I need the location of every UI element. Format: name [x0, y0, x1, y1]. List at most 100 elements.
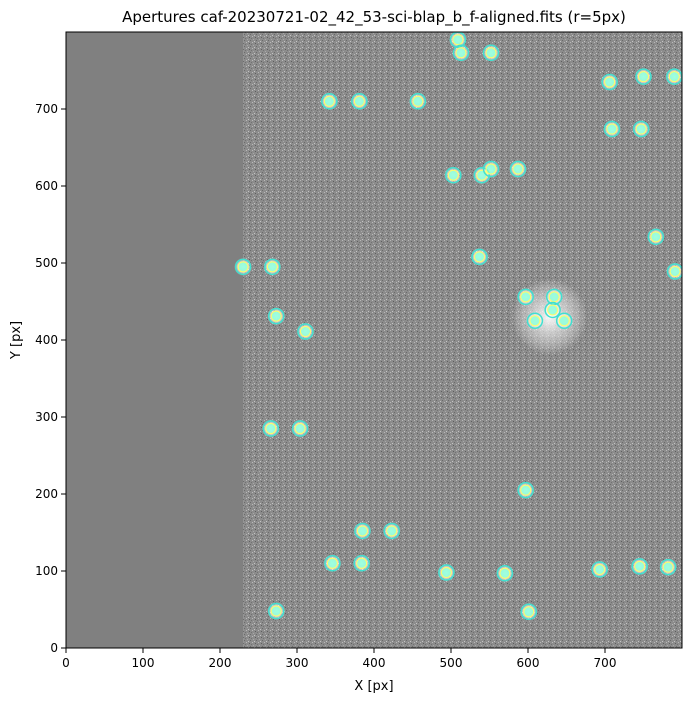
aperture-marker — [297, 323, 314, 340]
aperture-core — [669, 265, 681, 277]
aperture-marker — [509, 160, 527, 178]
aperture-marker — [603, 120, 621, 138]
aperture-ring — [526, 312, 544, 329]
aperture-ring — [445, 166, 462, 184]
aperture-ring — [635, 68, 652, 85]
aperture-marker — [482, 160, 500, 178]
y-tick-label: 700 — [35, 102, 58, 116]
aperture-core — [270, 605, 282, 617]
aperture-ring — [291, 420, 309, 437]
y-axis: 0 100 200 300 400 500 600 700 — [35, 102, 66, 655]
aperture-ring — [438, 564, 455, 581]
aperture-ring — [452, 44, 470, 62]
aperture-marker — [666, 263, 682, 280]
x-axis-label: X [px] — [354, 679, 393, 694]
aperture-ring — [267, 602, 285, 620]
aperture-core — [529, 315, 541, 327]
x-tick-label: 400 — [363, 656, 386, 670]
aperture-core — [326, 557, 338, 569]
aperture-ring — [234, 258, 252, 276]
aperture-ring — [482, 160, 500, 178]
aperture-marker — [353, 555, 370, 572]
aperture-ring — [471, 248, 488, 266]
aperture-marker — [445, 166, 462, 184]
aperture-marker — [517, 481, 534, 499]
aperture-ring — [545, 288, 563, 306]
aperture-core — [452, 34, 464, 46]
aperture-ring — [496, 565, 514, 582]
aperture-ring — [555, 312, 573, 329]
aperture-core — [668, 71, 680, 83]
aperture-core — [547, 304, 559, 316]
aperture-marker — [452, 44, 470, 62]
aperture-core — [356, 557, 368, 569]
aperture-core — [548, 291, 560, 303]
aperture-ring — [262, 420, 280, 437]
aperture-core — [606, 123, 618, 135]
aperture-ring — [297, 323, 314, 340]
aperture-core — [512, 163, 524, 175]
aperture-core — [604, 76, 616, 88]
aperture-ring — [509, 160, 527, 178]
aperture-marker — [321, 93, 338, 110]
aperture-core — [356, 525, 368, 537]
y-tick-label: 200 — [35, 487, 58, 501]
x-tick-label: 700 — [594, 656, 617, 670]
aperture-marker — [601, 73, 618, 91]
aperture-core — [294, 423, 306, 435]
aperture-marker — [267, 307, 285, 325]
aperture-ring — [321, 93, 338, 110]
aperture-marker — [496, 565, 514, 582]
aperture-core — [638, 71, 649, 83]
aperture-ring — [264, 258, 281, 276]
aperture-marker — [591, 561, 608, 578]
y-tick-label: 300 — [35, 410, 58, 424]
y-axis-label: Y [px] — [9, 321, 24, 360]
aperture-marker — [324, 555, 341, 572]
aperture-marker — [555, 312, 573, 329]
aperture-core — [270, 310, 282, 322]
aperture-core — [386, 525, 398, 537]
aperture-ring — [544, 301, 561, 319]
x-tick-label: 500 — [440, 656, 463, 670]
aperture-ring — [603, 120, 621, 138]
aperture-ring — [324, 555, 341, 572]
aperture-marker — [520, 603, 538, 621]
aperture-marker — [635, 68, 652, 85]
aperture-core — [412, 95, 424, 107]
x-tick-label: 600 — [517, 656, 540, 670]
aperture-core — [473, 251, 485, 263]
chart-title: Apertures caf-20230721-02_42_53-sci-blap… — [122, 8, 626, 27]
plot-area — [66, 32, 682, 648]
aperture-ring — [517, 481, 534, 499]
stars-layer — [234, 32, 682, 621]
aperture-core — [594, 563, 606, 575]
y-tick-label: 400 — [35, 333, 58, 347]
aperture-marker — [517, 288, 534, 306]
aperture-core — [323, 95, 335, 107]
aperture-marker — [647, 228, 665, 246]
aperture-marker — [438, 564, 455, 581]
y-tick-label: 0 — [50, 641, 58, 655]
aperture-marker — [632, 120, 650, 138]
aperture-marker — [351, 93, 368, 110]
aperture-marker — [291, 420, 309, 437]
aperture-ring — [601, 73, 618, 91]
aperture-marker — [264, 258, 281, 276]
aperture-ring — [351, 93, 368, 110]
aperture-core — [265, 423, 277, 435]
aperture-marker — [544, 301, 561, 319]
aperture-ring — [267, 307, 285, 325]
aperture-ring — [631, 558, 648, 575]
aperture-core — [520, 291, 532, 303]
aperture-core — [440, 567, 452, 579]
aperture-marker — [631, 558, 648, 575]
aperture-core — [455, 47, 467, 59]
x-tick-label: 0 — [62, 656, 70, 670]
x-tick-label: 100 — [132, 656, 155, 670]
aperture-core — [447, 169, 459, 181]
aperture-core — [520, 484, 532, 496]
aperture-marker — [666, 68, 682, 85]
